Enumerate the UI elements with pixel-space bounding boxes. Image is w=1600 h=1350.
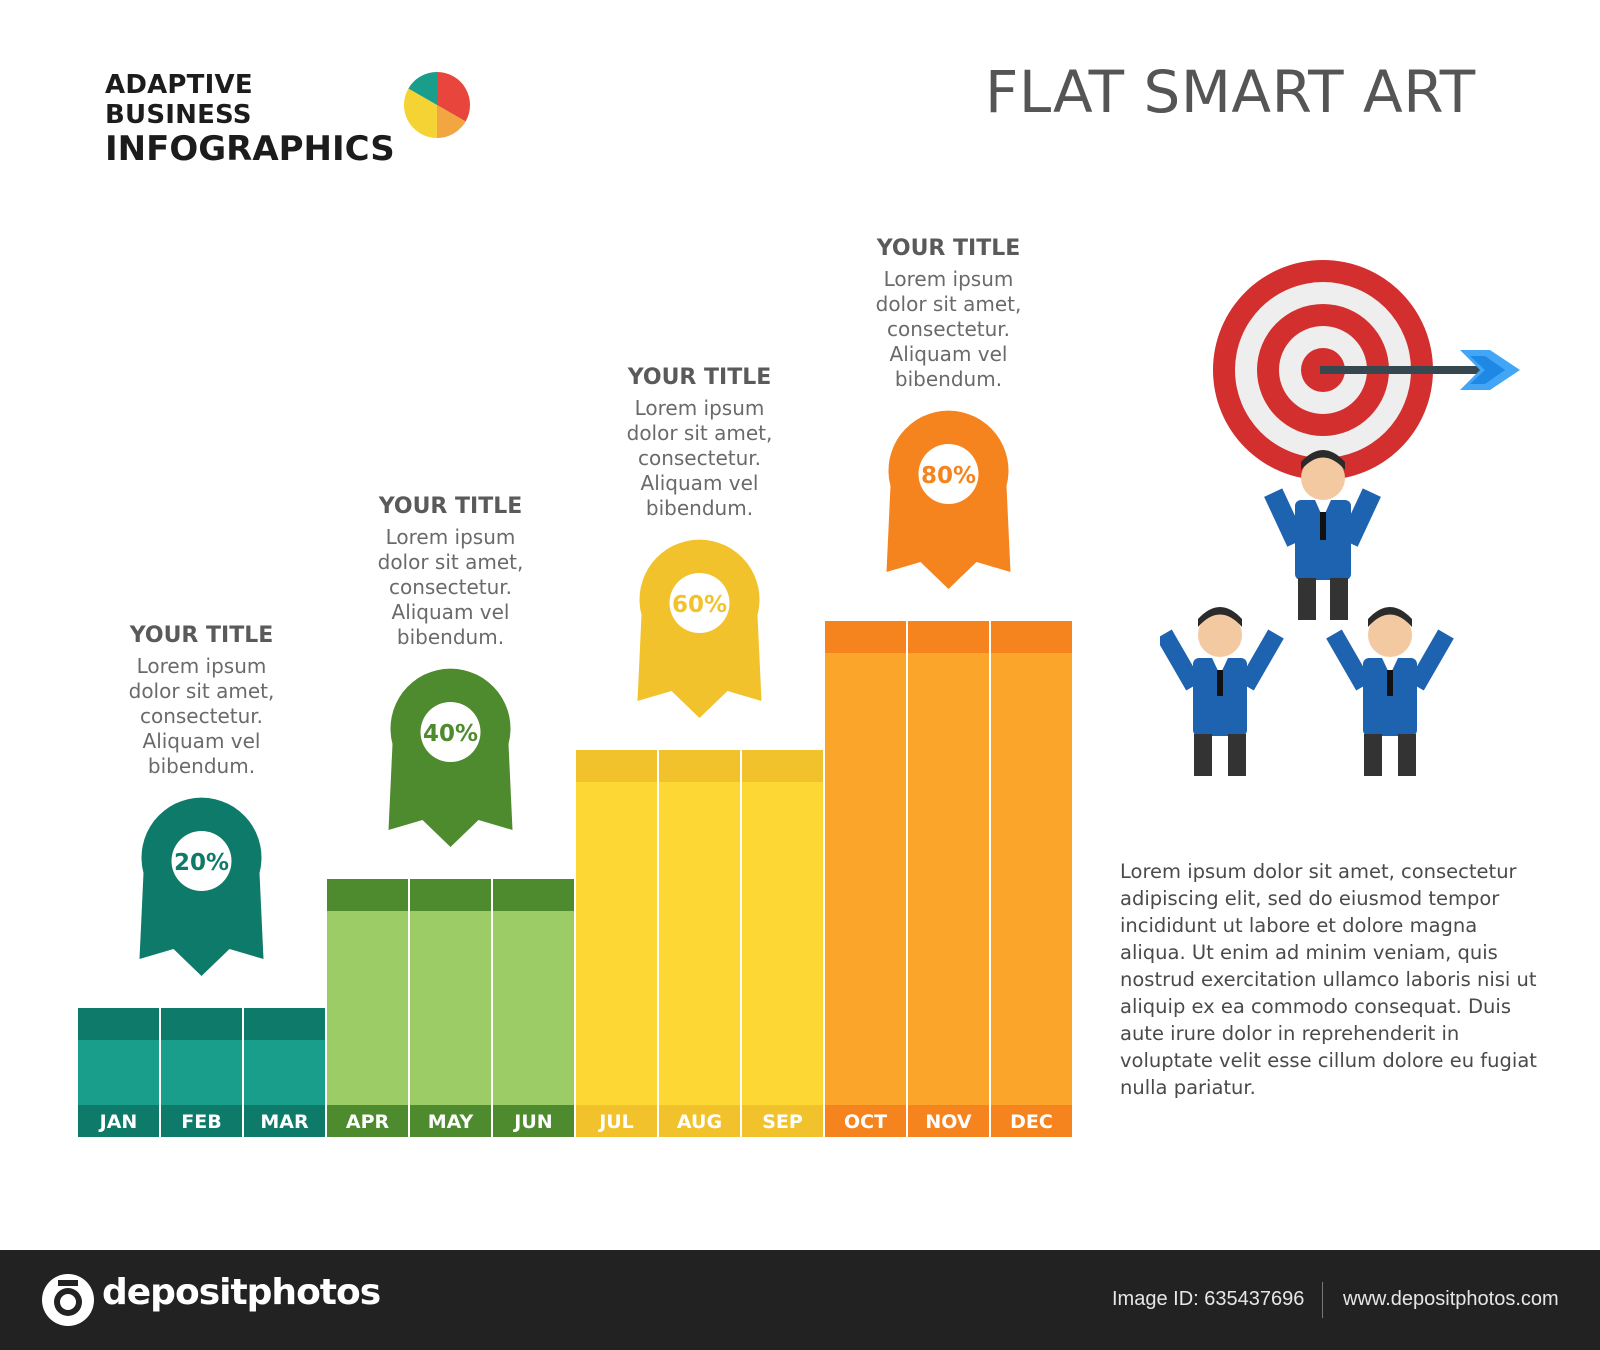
callout-title: YOUR TITLE: [876, 236, 1021, 261]
description-paragraph: Lorem ipsum dolor sit amet, consectetur …: [1120, 860, 1537, 1099]
month-band-may: [410, 1105, 491, 1137]
month-label-jun: JUN: [512, 1111, 552, 1133]
bar-dec: [991, 621, 1072, 1137]
team-target-illustration: [1160, 260, 1520, 776]
callout-body: Lorem ipsum dolor sit amet, consectetur. Al…: [875, 267, 1022, 391]
month-band-jan: [78, 1105, 159, 1137]
bar-cap-mar: [244, 1008, 325, 1040]
bar-cap-sep: [742, 750, 823, 782]
person-top: [1264, 450, 1381, 620]
badge-circle: [420, 702, 481, 762]
callout-2: YOUR TITLE Lorem ipsum dolor sit amet, cons…: [366, 494, 536, 650]
footer-divider: [1322, 1282, 1323, 1318]
month-label-aug: AUG: [677, 1111, 722, 1133]
month-label-nov: NOV: [925, 1111, 972, 1133]
bar-cap-jan: [78, 1008, 159, 1040]
bar-may: [410, 879, 491, 1137]
bar-apr: [327, 879, 408, 1137]
badge-circle: [918, 444, 979, 504]
badge-circle: [171, 831, 232, 891]
bar-sep: [742, 750, 823, 1137]
badge-circle: [669, 573, 730, 633]
badge-label: 80%: [921, 463, 976, 489]
bar-nov: [908, 621, 989, 1137]
person-left: [1160, 607, 1284, 776]
bar-cap-nov: [908, 621, 989, 653]
bar-cap-aug: [659, 750, 740, 782]
month-label-may: MAY: [428, 1111, 474, 1133]
callout-1: YOUR TITLE Lorem ipsum dolor sit amet, cons…: [117, 623, 287, 779]
badge-label: 60%: [672, 592, 727, 618]
bar-jun: [493, 879, 574, 1137]
callout-body: Lorem ipsum dolor sit amet, consectetur. Al…: [626, 396, 773, 520]
month-band-nov: [908, 1105, 989, 1137]
callout-title: YOUR TITLE: [378, 494, 523, 519]
footer-bar: depositphotos Image ID: 635437696 www.de…: [0, 1250, 1600, 1350]
badge-1: 20%: [139, 797, 264, 976]
month-band-jul: [576, 1105, 657, 1137]
bar-jul: [576, 750, 657, 1137]
callout-3: YOUR TITLE Lorem ipsum dolor sit amet, cons…: [615, 365, 785, 521]
month-label-apr: APR: [346, 1111, 390, 1133]
badge-3: 60%: [637, 539, 762, 718]
brand-line1: ADAPTIVE BUSINESS: [105, 70, 253, 130]
footer-url[interactable]: www.depositphotos.com: [1343, 1288, 1559, 1310]
person-right: [1326, 607, 1454, 776]
bar-cap-oct: [825, 621, 906, 653]
badge-4: 80%: [886, 410, 1011, 589]
footer-brand: depositphotos: [102, 1272, 381, 1313]
arrow-icon: [1320, 350, 1520, 390]
badge-label: 40%: [423, 721, 478, 747]
callout-4: YOUR TITLE Lorem ipsum dolor sit amet, cons…: [864, 236, 1034, 392]
bar-aug: [659, 750, 740, 1137]
bar-cap-feb: [161, 1008, 242, 1040]
callout-title: YOUR TITLE: [129, 623, 274, 648]
badge-label: 20%: [174, 850, 229, 876]
badge-2: 40%: [388, 668, 513, 847]
month-band-dec: [991, 1105, 1072, 1137]
month-band-sep: [742, 1105, 823, 1137]
camera-logo-icon: [42, 1274, 94, 1326]
callout-body: Lorem ipsum dolor sit amet, consectetur. Al…: [128, 654, 275, 778]
page-title: FLAT SMART ART: [985, 58, 1476, 126]
month-band-aug: [659, 1105, 740, 1137]
month-band-feb: [161, 1105, 242, 1137]
month-label-jan: JAN: [98, 1111, 138, 1133]
bar-oct: [825, 621, 906, 1137]
brand-line2: INFOGRAPHICS: [105, 129, 395, 169]
month-label-dec: DEC: [1010, 1111, 1053, 1133]
bar-cap-jun: [493, 879, 574, 911]
month-band-apr: [327, 1105, 408, 1137]
month-band-mar: [244, 1105, 325, 1137]
month-label-sep: SEP: [762, 1111, 803, 1133]
bar-chart: JAN FEB MAR 20% APR MAY JUN 40% JUL AUG SEP 60% OCT N…: [78, 410, 1072, 1137]
bar-cap-may: [410, 879, 491, 911]
bar-cap-dec: [991, 621, 1072, 653]
callout-body: Lorem ipsum dolor sit amet, consectetur. Al…: [377, 525, 524, 649]
month-label-oct: OCT: [844, 1111, 887, 1133]
brand-block: ADAPTIVE BUSINESS INFOGRAPHICS: [105, 70, 395, 168]
month-label-mar: MAR: [260, 1111, 309, 1133]
month-label-jul: JUL: [597, 1111, 634, 1133]
month-band-jun: [493, 1105, 574, 1137]
image-id: Image ID: 635437696: [1112, 1288, 1305, 1310]
month-band-oct: [825, 1105, 906, 1137]
bar-cap-jul: [576, 750, 657, 782]
month-label-feb: FEB: [181, 1111, 221, 1133]
pie-logo-icon: [403, 71, 471, 138]
bar-cap-apr: [327, 879, 408, 911]
callout-title: YOUR TITLE: [627, 365, 772, 390]
